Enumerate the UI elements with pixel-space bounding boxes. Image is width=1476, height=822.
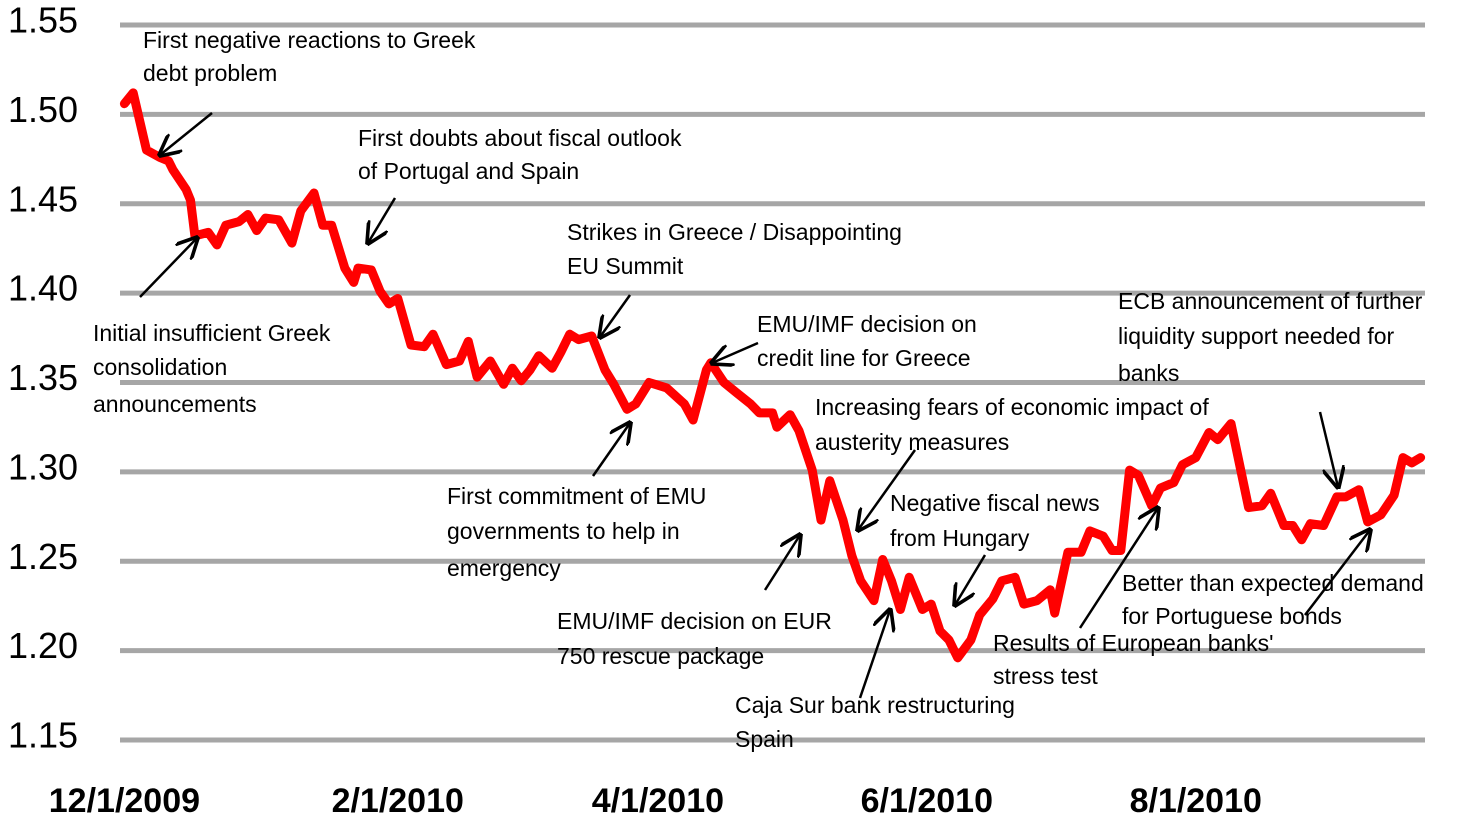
annotation-text: First doubts about fiscal outlook (358, 125, 682, 151)
x-tick-label: 2/1/2010 (332, 782, 464, 820)
annotation-arrow (1318, 411, 1338, 487)
annotation-text: Strikes in Greece / Disappointing (567, 219, 902, 245)
annotation-arrow (712, 341, 759, 363)
y-tick-label: 1.30 (8, 446, 78, 487)
y-tick-label: 1.15 (8, 715, 78, 756)
annotation-text: credit line for Greece (757, 345, 970, 371)
x-tick-label: 8/1/2010 (1130, 782, 1262, 820)
y-tick-label: 1.45 (8, 178, 78, 219)
annotation-arrow (1078, 508, 1158, 629)
annotation-text: Spain (735, 726, 794, 752)
y-tick-label: 1.25 (8, 536, 78, 577)
annotation-text: governments to help in (447, 518, 680, 544)
y-tick-label: 1.55 (8, 0, 78, 41)
annotation-arrow (160, 112, 213, 155)
annotation-text: Initial insufficient Greek (93, 320, 331, 346)
price-line (119, 88, 1426, 663)
annotation-text: stress test (993, 663, 1098, 689)
annotation-text: liquidity support needed for (1118, 323, 1395, 349)
annotation-text: Negative fiscal news (890, 490, 1100, 516)
y-tick-label: 1.40 (8, 268, 78, 309)
annotation-arrow (591, 423, 630, 477)
annotation-text: EMU/IMF decision on EUR (557, 608, 832, 634)
annotation-text: debt problem (143, 60, 277, 86)
annotation-text: Caja Sur bank restructuring (735, 692, 1015, 718)
annotation-text: austerity measures (815, 429, 1009, 455)
y-tick-label: 1.50 (8, 89, 78, 130)
annotation-arrow (955, 554, 987, 605)
y-tick-label: 1.20 (8, 625, 78, 666)
annotation-text: banks (1118, 360, 1179, 386)
x-tick-label: 6/1/2010 (861, 782, 993, 820)
annotation-text: for Portuguese bonds (1122, 603, 1342, 629)
annotation-text: of Portugal and Spain (358, 158, 579, 184)
annotation-arrow (368, 197, 397, 243)
annotation-arrow (1304, 530, 1370, 616)
annotation-text: Better than expected demand (1122, 570, 1424, 596)
annotation-arrow (763, 535, 800, 591)
annotation-text: Results of European banks' (993, 630, 1274, 656)
annotation-text: First commitment of EMU (447, 483, 706, 509)
annotation-text: First negative reactions to Greek (143, 27, 476, 53)
annotation-text: emergency (447, 555, 561, 581)
annotation-text: announcements (93, 391, 257, 417)
annotation-arrow (858, 449, 917, 530)
annotation-text: consolidation (93, 354, 227, 380)
annotation-arrow (600, 294, 632, 337)
y-tick-label: 1.35 (8, 357, 78, 398)
x-tick-label: 4/1/2010 (592, 782, 724, 820)
annotation-text: EMU/IMF decision on (757, 311, 977, 337)
annotation-arrow (858, 610, 890, 699)
annotation-arrow (139, 238, 197, 298)
x-tick-label: 12/1/2009 (49, 782, 200, 820)
annotation-text: from Hungary (890, 525, 1030, 551)
annotation-text: 750 rescue package (557, 643, 764, 669)
annotation-text: ECB announcement of further (1118, 288, 1423, 314)
annotation-text: Increasing fears of economic impact of (815, 394, 1209, 420)
annotation-text: EU Summit (567, 253, 684, 279)
